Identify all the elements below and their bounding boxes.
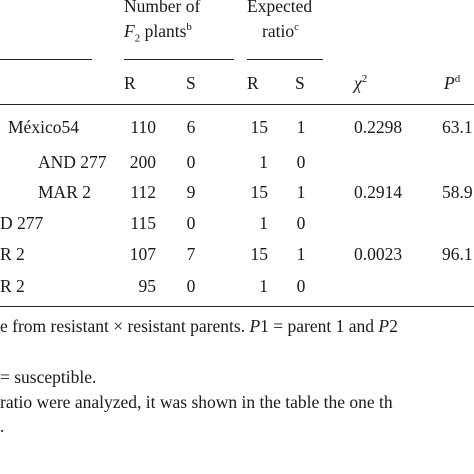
r-count: 115: [130, 213, 156, 233]
header-ratio: ratioc: [262, 21, 299, 42]
f-italic: F: [124, 21, 135, 41]
header-f2-plants: F2 plantsb: [124, 21, 192, 45]
cross-label: D 277: [0, 213, 44, 233]
rule-table-bottom: [0, 306, 474, 307]
cross-label: México54: [8, 117, 79, 137]
s-count: 0: [186, 276, 196, 296]
s-count: 0: [186, 213, 196, 233]
p-value: 63.1: [442, 117, 473, 137]
footnote-line-4: .: [0, 416, 5, 436]
expected-s: 1: [296, 117, 306, 137]
chi-symbol: χ: [354, 73, 362, 93]
r-count: 107: [129, 244, 156, 264]
f2-subscript: 2: [134, 32, 141, 45]
header-r-plants: R: [124, 73, 136, 93]
plants-label: plants: [140, 21, 187, 41]
cross-label: MAR 2: [38, 182, 91, 202]
header-expected: Expected: [247, 0, 313, 16]
chi-square-value: 0.2914: [354, 182, 403, 202]
footnote-line-2: = susceptible.: [0, 367, 97, 387]
expected-s: 1: [296, 244, 306, 264]
expected-s: 1: [296, 182, 306, 202]
header-number-of: Number of: [124, 0, 201, 16]
p-value: 58.9: [442, 182, 473, 202]
expected-s: 0: [296, 276, 306, 296]
s-count: 0: [186, 152, 196, 172]
cross-label: AND 277: [38, 152, 107, 172]
expected-r: 1: [259, 213, 268, 233]
expected-r: 1: [259, 152, 268, 172]
footnote-1-mid: 1 = parent 1 and: [260, 316, 379, 336]
header-r-ratio: R: [247, 73, 259, 93]
r-count: 110: [130, 117, 156, 137]
expected-r: 15: [250, 182, 269, 202]
chi-square-value: 0.2298: [354, 117, 403, 137]
ratio-footnote: c: [294, 21, 299, 33]
expected-r: 15: [250, 244, 269, 264]
chi-exponent: 2: [361, 73, 368, 85]
header-p-value: Pd: [444, 73, 460, 94]
footnote-1-p1: P: [249, 316, 261, 336]
cross-label: R 2: [0, 244, 25, 264]
expected-r: 15: [250, 117, 269, 137]
p-footnote: d: [454, 73, 461, 85]
footnote-1-end: 2: [389, 316, 398, 336]
s-count: 9: [186, 182, 196, 202]
footnote-1-text: e from resistant × resistant parents.: [0, 316, 250, 336]
chi-square-value: 0.0023: [354, 244, 403, 264]
s-count: 6: [186, 117, 196, 137]
cross-label: R 2: [0, 276, 25, 296]
rule-header-bottom: [0, 104, 474, 105]
plants-footnote: b: [186, 21, 192, 33]
ratio-label: ratio: [262, 21, 295, 41]
r-count: 95: [138, 276, 157, 296]
rule-ratio-group: [247, 59, 323, 60]
header-s-plants: S: [186, 73, 196, 93]
rule-left-top: [0, 59, 92, 60]
r-count: 200: [129, 152, 156, 172]
expected-r: 1: [259, 276, 268, 296]
expected-s: 0: [296, 152, 306, 172]
header-chi-square: χ2: [354, 73, 367, 94]
s-count: 7: [186, 244, 196, 264]
footnote-line-3: ratio were analyzed, it was shown in the…: [0, 392, 393, 412]
p-value: 96.1: [442, 244, 473, 264]
p-symbol: P: [444, 73, 455, 93]
rule-f2-group: [124, 59, 234, 60]
header-s-ratio: S: [295, 73, 305, 93]
expected-s: 0: [296, 213, 306, 233]
footnote-line-1: e from resistant × resistant parents. P1…: [0, 316, 398, 337]
r-count: 112: [130, 182, 156, 202]
footnote-1-p2: P: [378, 316, 390, 336]
